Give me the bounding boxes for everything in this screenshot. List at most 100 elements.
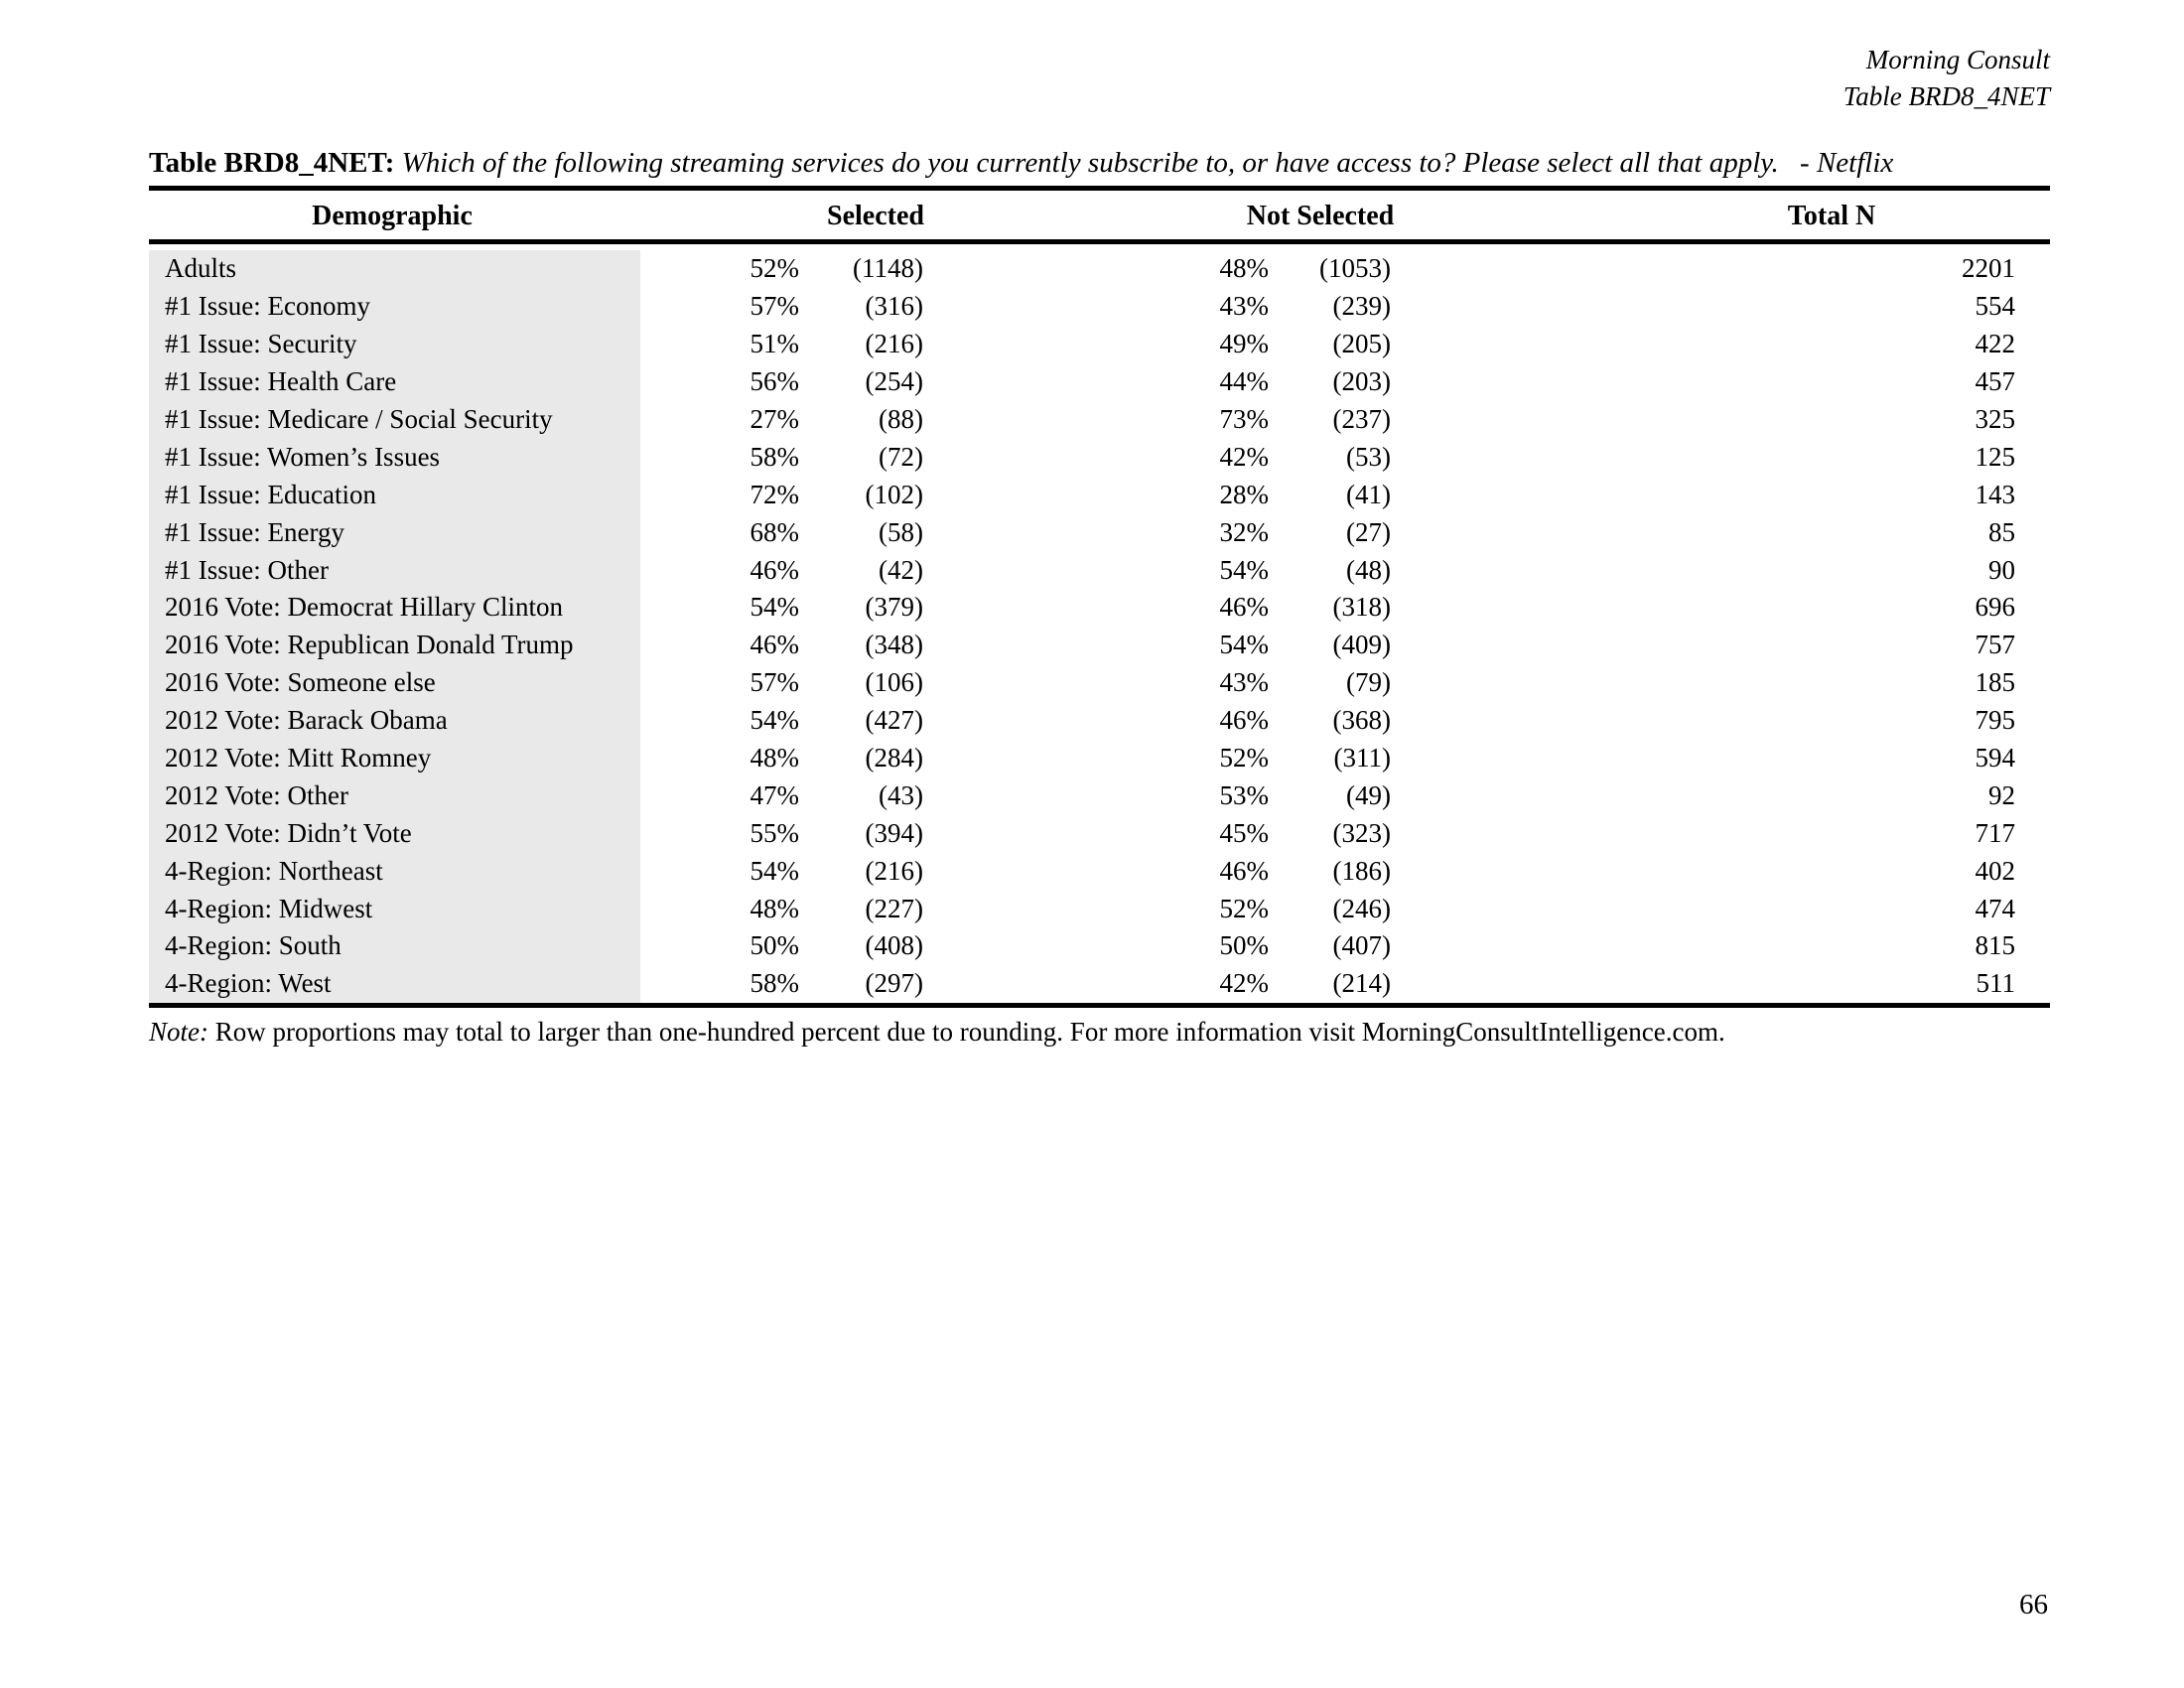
selected-pct-cell: 55% [750,817,800,848]
demographic-cell: 2012 Vote: Mitt Romney [149,739,640,777]
column-header-total-n: Total N [1787,201,1876,231]
selected-pct-cell: 56% [750,366,800,397]
selected-n-cell: (216) [865,855,923,886]
not-selected-pct-cell: 44% [1219,366,1270,397]
not-selected-pct-cell: 53% [1219,779,1270,810]
not-selected-n-cell: (186) [1332,855,1391,886]
not-selected-n-cell: (407) [1332,930,1391,961]
corner-source: Morning Consult [1865,45,2050,74]
not-selected-n-cell: (203) [1332,366,1391,397]
not-selected-pct-cell: 54% [1219,630,1270,660]
table-row: 4-Region: Northeast 54% (216) 46% (186) … [149,852,2016,891]
total-n-cell: 90 [1988,554,2015,585]
selected-n-cell: (427) [865,705,923,736]
not-selected-pct-cell: 50% [1219,930,1270,961]
not-selected-pct-cell: 46% [1219,592,1270,623]
not-selected-n-cell: (214) [1332,968,1391,999]
table-row: #1 Issue: Energy 68% (58) 32% (27) 85 [149,513,2015,552]
selected-n-cell: (379) [865,592,923,623]
not-selected-n-cell: (368) [1332,705,1391,736]
table-header-rule [149,239,2050,244]
total-n-cell: 815 [1975,930,2016,961]
table-bottom-rule [149,1003,2050,1008]
selected-pct-cell: 46% [750,554,800,585]
demographic-cell: 4-Region: Northeast [149,852,640,891]
total-n-cell: 511 [1976,968,2016,999]
total-n-cell: 457 [1975,366,2016,397]
table-row: 2016 Vote: Someone else 57% (106) 43% (7… [149,663,2016,702]
not-selected-n-cell: (27) [1346,516,1391,547]
table-row: 4-Region: Midwest 48% (227) 52% (246) 47… [149,890,2015,928]
total-n-cell: 402 [1975,855,2016,886]
table-row: #1 Issue: Women’s Issues 58% (72) 42% (5… [149,438,2016,477]
selected-pct-cell: 58% [750,968,800,999]
not-selected-n-cell: (1053) [1319,253,1391,284]
table-row: 4-Region: West 58% (297) 42% (214) 511 [149,964,2016,1003]
demographic-cell: Adults [149,250,640,288]
table-row: 2012 Vote: Mitt Romney 48% (284) 52% (31… [149,739,2016,777]
demographic-cell: 4-Region: Midwest [149,890,640,928]
not-selected-n-cell: (311) [1333,743,1391,774]
demographic-cell: #1 Issue: Energy [149,513,640,552]
total-n-cell: 185 [1975,667,2016,698]
not-selected-pct-cell: 45% [1219,817,1270,848]
not-selected-n-cell: (49) [1346,779,1391,810]
total-n-cell: 2201 [1962,253,2015,284]
selected-n-cell: (216) [865,329,923,359]
total-n-cell: 85 [1988,516,2015,547]
not-selected-n-cell: (246) [1332,893,1391,923]
selected-n-cell: (102) [865,479,923,509]
selected-n-cell: (297) [865,968,923,999]
total-n-cell: 554 [1975,291,2016,322]
total-n-cell: 594 [1975,743,2016,774]
demographic-cell: 2016 Vote: Someone else [149,663,640,702]
not-selected-n-cell: (318) [1332,592,1391,623]
not-selected-n-cell: (48) [1346,554,1391,585]
selected-pct-cell: 54% [750,855,800,886]
total-n-cell: 795 [1975,705,2016,736]
demographic-cell: #1 Issue: Other [149,551,640,590]
demographic-cell: #1 Issue: Women’s Issues [149,438,640,477]
selected-n-cell: (88) [879,404,923,434]
demographic-cell: 2016 Vote: Democrat Hillary Clinton [149,589,640,627]
total-n-cell: 125 [1975,441,2016,472]
page-number: 66 [2019,1589,2048,1620]
table-footnote: Note: Row proportions may total to large… [149,1017,2050,1048]
table-row: #1 Issue: Education 72% (102) 28% (41) 1… [149,476,2016,514]
table-row: #1 Issue: Security 51% (216) 49% (205) 4… [149,325,2015,363]
not-selected-n-cell: (79) [1346,667,1391,698]
demographic-cell: 2012 Vote: Barack Obama [149,701,640,740]
not-selected-pct-cell: 42% [1219,968,1270,999]
table-row: 2012 Vote: Didn’t Vote 55% (394) 45% (32… [149,814,2016,853]
demographic-cell: #1 Issue: Education [149,476,640,514]
selected-pct-cell: 72% [750,479,800,509]
not-selected-n-cell: (409) [1332,630,1391,660]
selected-n-cell: (42) [879,554,923,585]
not-selected-n-cell: (41) [1346,479,1391,509]
table-top-rule [149,186,2050,191]
selected-pct-cell: 48% [750,893,800,923]
total-n-cell: 143 [1975,479,2016,509]
table-header-row: Demographic Selected Not Selected Total … [149,195,2050,239]
table-title: Table BRD8_4NET: Which of the following … [149,147,2050,180]
total-n-cell: 717 [1975,817,2016,848]
selected-pct-cell: 48% [750,743,800,774]
table-row: #1 Issue: Other 46% (42) 54% (48) 90 [149,551,2015,590]
not-selected-pct-cell: 46% [1219,705,1270,736]
selected-pct-cell: 57% [750,667,800,698]
demographic-cell: #1 Issue: Economy [149,287,640,326]
selected-n-cell: (106) [865,667,923,698]
corner-table-ref: Table BRD8_4NET [1843,81,2050,111]
selected-pct-cell: 54% [750,592,800,623]
not-selected-pct-cell: 28% [1219,479,1270,509]
not-selected-pct-cell: 54% [1219,554,1270,585]
selected-n-cell: (316) [865,291,923,322]
total-n-cell: 757 [1975,630,2016,660]
table-body: Adults 52% (1148) 48% (1053) 2201 #1 Iss… [149,250,2015,1003]
table-title-topic: - Netflix [1800,147,1894,179]
not-selected-pct-cell: 49% [1219,329,1270,359]
not-selected-n-cell: (239) [1332,291,1391,322]
selected-pct-cell: 50% [750,930,800,961]
table-row: 2016 Vote: Republican Donald Trump 46% (… [149,626,2016,664]
